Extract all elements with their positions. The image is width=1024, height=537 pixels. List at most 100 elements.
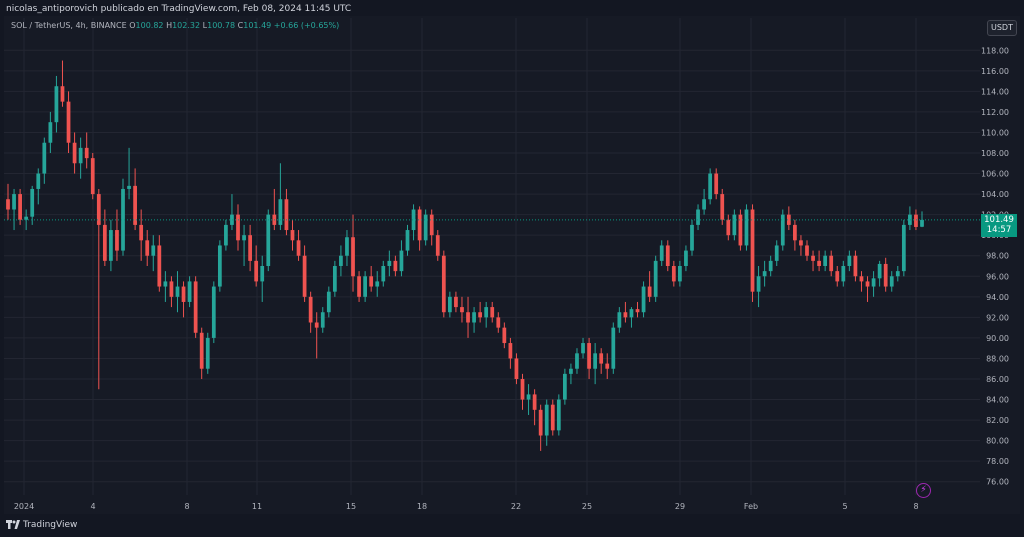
tradingview-logo-icon bbox=[6, 520, 20, 529]
candle-body bbox=[629, 309, 634, 318]
candle-body bbox=[417, 209, 422, 241]
candle-body bbox=[320, 312, 325, 328]
candle-body bbox=[901, 224, 906, 272]
candle-body bbox=[847, 255, 852, 266]
candle-body bbox=[127, 185, 131, 189]
candle-body bbox=[702, 199, 706, 210]
candle-body bbox=[72, 142, 77, 164]
candle-body bbox=[599, 353, 604, 364]
candle-body bbox=[871, 278, 876, 287]
candle-body bbox=[187, 281, 192, 302]
candle-body bbox=[744, 209, 749, 246]
flash-icon[interactable]: ⚡ bbox=[916, 483, 931, 498]
y-tick-label: 92.00 bbox=[986, 313, 1009, 322]
candle-body bbox=[115, 230, 119, 251]
candle-body bbox=[605, 363, 610, 369]
candle-body bbox=[211, 286, 216, 338]
candle-body bbox=[508, 343, 513, 359]
y-tick-label: 94.00 bbox=[986, 293, 1009, 302]
candle-body bbox=[920, 219, 924, 227]
candle-body bbox=[738, 214, 743, 246]
candle-body bbox=[308, 296, 313, 323]
candle-body bbox=[314, 322, 319, 328]
candle-body bbox=[102, 224, 107, 261]
candle-body bbox=[520, 379, 525, 400]
candle-body bbox=[90, 158, 95, 195]
candle-body bbox=[490, 307, 495, 318]
candle-body bbox=[54, 86, 59, 123]
candle-body bbox=[653, 260, 658, 297]
candle-body bbox=[260, 266, 265, 282]
x-tick-label: 22 bbox=[511, 502, 521, 511]
candle-body bbox=[454, 296, 458, 308]
candle-body bbox=[690, 224, 694, 251]
candle-body bbox=[429, 214, 434, 236]
candle-body bbox=[774, 245, 779, 261]
candle-body bbox=[865, 281, 870, 287]
candle-body bbox=[829, 255, 834, 272]
candle-body bbox=[889, 276, 894, 287]
candle-body bbox=[393, 260, 398, 272]
candle-body bbox=[593, 353, 598, 369]
candle-body bbox=[696, 209, 700, 225]
candle-body bbox=[66, 101, 71, 143]
symbol-label[interactable]: SOL / TetherUS, 4h, BINANCE bbox=[11, 21, 127, 30]
x-tick-label: 2024 bbox=[14, 502, 34, 511]
y-tick-label: 84.00 bbox=[986, 396, 1009, 405]
candle-body bbox=[296, 240, 301, 256]
y-tick-label: 96.00 bbox=[986, 272, 1009, 281]
candle-body bbox=[823, 255, 828, 266]
candle-body bbox=[254, 260, 259, 282]
candle-body bbox=[12, 194, 16, 210]
candle-body bbox=[217, 245, 222, 287]
y-tick-label: 116.00 bbox=[981, 67, 1009, 76]
candle-body bbox=[496, 317, 501, 328]
candle-body bbox=[151, 245, 156, 256]
candle-body bbox=[302, 255, 307, 297]
candle-body bbox=[339, 255, 343, 266]
candle-body bbox=[363, 276, 368, 297]
candle-body bbox=[96, 194, 101, 225]
candle-body bbox=[441, 255, 446, 313]
candle-body bbox=[109, 230, 113, 261]
tradingview-logo[interactable]: TradingView bbox=[6, 520, 77, 530]
candle-body bbox=[575, 353, 579, 369]
candle-body bbox=[139, 224, 144, 241]
candle-body bbox=[786, 214, 791, 225]
candle-body bbox=[732, 214, 737, 236]
candle-body bbox=[526, 394, 531, 400]
candle-body bbox=[914, 214, 918, 227]
candle-body bbox=[756, 276, 761, 292]
candle-body bbox=[381, 266, 386, 282]
open-label: O bbox=[129, 21, 136, 30]
candle-body bbox=[853, 255, 858, 277]
x-tick-label: 15 bbox=[346, 502, 356, 511]
publisher-line: nicolas_antiporovich publicado en Tradin… bbox=[6, 4, 352, 14]
candle-body bbox=[6, 199, 10, 210]
y-tick-label: 90.00 bbox=[986, 334, 1009, 343]
symbol-legend: SOL / TetherUS, 4h, BINANCE O100.82 H102… bbox=[11, 21, 339, 30]
candle-body bbox=[387, 260, 392, 266]
candle-body bbox=[581, 343, 585, 354]
candle-body bbox=[332, 266, 337, 292]
candle-body bbox=[133, 185, 137, 225]
y-tick-label: 110.00 bbox=[981, 128, 1009, 137]
candle-body bbox=[30, 188, 35, 217]
candle-body bbox=[435, 235, 440, 256]
currency-button[interactable]: USDT bbox=[987, 20, 1017, 36]
candle-body bbox=[484, 307, 489, 318]
candle-body bbox=[278, 199, 283, 225]
candle-body bbox=[405, 230, 410, 251]
candle-body bbox=[556, 399, 561, 431]
candle-body bbox=[266, 214, 271, 266]
x-tick-label: 5 bbox=[842, 502, 847, 511]
candle-body bbox=[60, 86, 65, 102]
change-value: +0.66 (+0.65%) bbox=[273, 21, 340, 30]
y-tick-label: 118.00 bbox=[981, 46, 1009, 55]
y-tick-label: 80.00 bbox=[986, 437, 1009, 446]
candle-body bbox=[544, 404, 549, 436]
candle-body bbox=[36, 173, 41, 189]
candle-body bbox=[538, 409, 543, 436]
candle-body bbox=[532, 394, 537, 410]
